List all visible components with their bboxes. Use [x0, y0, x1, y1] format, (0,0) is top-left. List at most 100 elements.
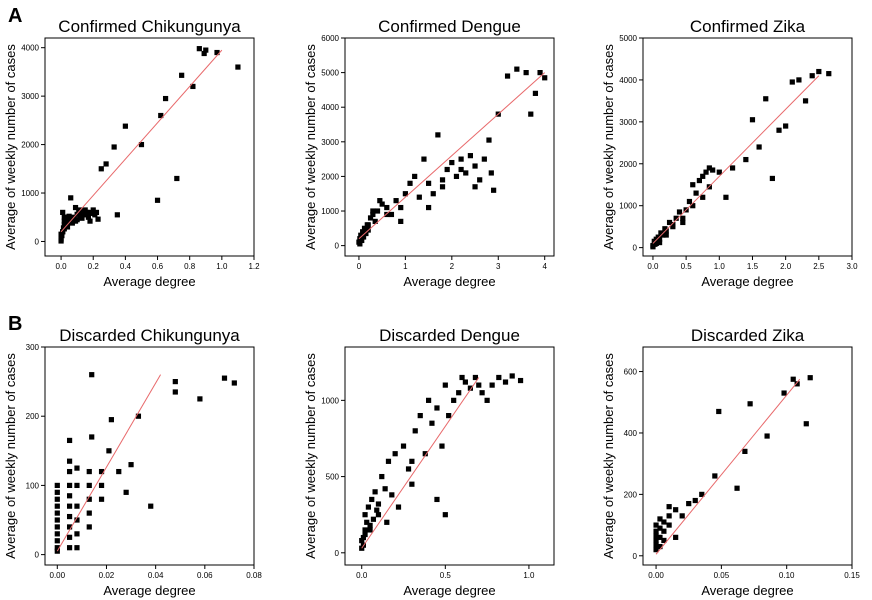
data-point — [89, 434, 95, 440]
data-point — [769, 175, 775, 182]
data-point — [359, 545, 365, 551]
y-tick-label: 0 — [335, 242, 340, 251]
data-point — [66, 513, 73, 520]
data-point — [103, 161, 109, 167]
y-tick-label: 300 — [26, 343, 40, 352]
y-tick-label: 400 — [624, 429, 638, 438]
data-point — [66, 534, 73, 540]
y-axis-label: Average of weekly number of cases — [601, 353, 616, 559]
data-point — [409, 458, 415, 464]
data-point — [106, 448, 112, 454]
data-point — [66, 524, 73, 530]
data-point — [98, 496, 105, 502]
data-point — [663, 228, 669, 234]
data-point — [686, 500, 692, 507]
x-tick-label: 3.0 — [846, 262, 858, 271]
y-tick-label: 4000 — [21, 44, 39, 53]
data-point — [358, 237, 364, 244]
y-tick-label: 500 — [326, 473, 340, 482]
data-point — [749, 117, 756, 123]
data-point — [673, 534, 679, 540]
data-point — [467, 385, 473, 391]
data-point — [696, 177, 702, 184]
data-point — [66, 437, 73, 444]
y-tick-label: 1000 — [321, 207, 339, 216]
data-point — [86, 510, 92, 516]
x-tick-label: 0.04 — [148, 571, 164, 580]
data-point — [116, 468, 122, 475]
data-point — [763, 96, 769, 102]
chart-title: Confirmed Zika — [690, 17, 806, 36]
plot-frame — [642, 346, 853, 566]
data-point — [66, 458, 73, 464]
data-point — [514, 66, 520, 72]
data-point — [389, 492, 395, 498]
data-point — [703, 169, 709, 175]
data-point — [82, 212, 88, 218]
data-point — [449, 159, 455, 166]
data-point — [666, 522, 672, 528]
data-point — [426, 180, 432, 186]
data-point — [484, 397, 490, 403]
fit-line — [358, 72, 546, 240]
y-axis-label: Average of weekly number of cases — [3, 44, 18, 250]
data-point — [74, 517, 80, 523]
data-point — [439, 177, 446, 183]
data-point — [128, 462, 134, 468]
fit-line — [60, 49, 223, 233]
data-point — [509, 373, 515, 379]
y-tick-label: 3000 — [321, 138, 339, 147]
data-point — [477, 177, 483, 183]
data-point — [435, 132, 441, 138]
data-point — [98, 166, 104, 172]
data-point — [776, 127, 782, 133]
data-point — [723, 194, 729, 200]
data-point — [528, 111, 534, 117]
data-point — [434, 496, 440, 503]
fit-line — [655, 378, 801, 555]
data-point — [747, 401, 753, 407]
data-point — [652, 241, 658, 247]
data-point — [743, 156, 749, 163]
data-point — [359, 538, 365, 544]
data-point — [384, 204, 390, 211]
data-point — [690, 182, 696, 188]
data-point — [375, 501, 382, 507]
data-point — [429, 420, 435, 426]
data-point — [398, 218, 404, 224]
data-point — [66, 503, 73, 509]
data-point — [700, 194, 706, 200]
data-point — [221, 375, 228, 381]
y-tick-label: 200 — [624, 490, 638, 499]
data-point — [653, 522, 659, 528]
data-point — [375, 512, 382, 518]
x-tick-label: 0.05 — [714, 571, 730, 580]
y-axis-label: Average of weekly number of cases — [3, 353, 18, 559]
data-point — [453, 173, 460, 180]
data-point — [158, 112, 164, 119]
y-tick-label: 0 — [335, 549, 340, 558]
x-tick-label: 0.02 — [99, 571, 115, 580]
data-point — [446, 413, 452, 419]
data-point — [201, 50, 207, 57]
y-tick-label: 5000 — [619, 34, 637, 43]
y-tick-label: 4000 — [619, 76, 637, 85]
data-point — [456, 390, 462, 396]
chart-title: Discarded Dengue — [379, 326, 520, 345]
data-point — [734, 485, 740, 491]
data-point — [86, 482, 92, 489]
data-point — [74, 545, 80, 551]
data-point — [367, 527, 373, 533]
data-point — [407, 180, 413, 186]
plot-frame — [44, 37, 255, 257]
data-point — [422, 451, 428, 457]
data-point — [439, 443, 445, 449]
y-tick-label: 3000 — [21, 92, 39, 101]
data-point — [367, 215, 374, 221]
data-point — [74, 482, 80, 489]
data-point — [462, 379, 468, 385]
data-point — [653, 542, 659, 548]
data-point — [463, 170, 469, 176]
data-point — [479, 390, 485, 396]
data-point — [93, 209, 100, 215]
